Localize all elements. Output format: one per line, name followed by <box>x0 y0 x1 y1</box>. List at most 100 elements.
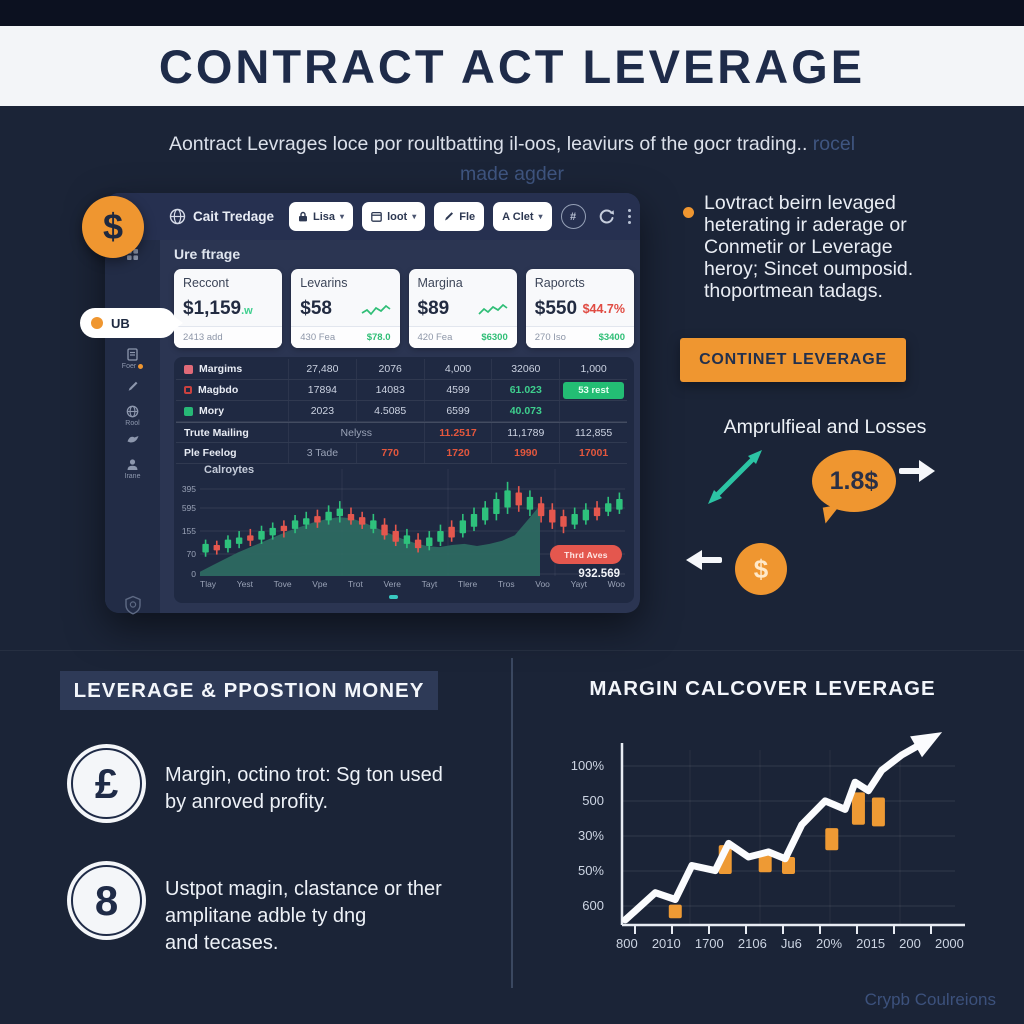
calendar-icon <box>371 211 382 222</box>
table-cell: 17001 <box>559 443 627 463</box>
axis-tick-label: 20% <box>815 936 843 951</box>
axis-tick-label: 155 <box>181 526 196 536</box>
toolbar-button-loot[interactable]: loot ▾ <box>362 202 426 231</box>
globe-icon <box>169 208 186 225</box>
sidebar-item-label: Rool <box>125 420 140 427</box>
number-coin-icon: 8 <box>67 861 146 940</box>
vertical-divider <box>511 658 513 988</box>
stat-card-title: Reccont <box>183 276 229 290</box>
sidebar-item-pen[interactable] <box>105 380 160 392</box>
notification-dot <box>138 364 144 369</box>
continet-leverage-button[interactable]: CONTINET LEVERAGE <box>680 338 906 382</box>
toolbar-button-fle[interactable]: Fle <box>434 202 485 231</box>
axis-tick-label: Trot <box>348 579 363 589</box>
top-strip <box>0 0 1024 26</box>
series-swatch-icon <box>184 406 193 416</box>
sidebar-active-tab-ub[interactable]: UB <box>80 308 183 338</box>
pound-symbol: £ <box>94 759 119 807</box>
lock-icon <box>299 211 308 222</box>
stat-card-title: Raporcts <box>534 276 585 290</box>
dollar-symbol: $ <box>753 553 769 584</box>
axis-tick-label: Vpe <box>312 579 328 589</box>
stat-card-footnote: 420 Fea <box>417 332 453 343</box>
table-cell: 4599 <box>423 380 492 400</box>
sidebar-item-irane[interactable]: Irane <box>105 458 160 480</box>
table-cell: 2076 <box>355 359 424 379</box>
user-icon <box>127 459 138 470</box>
axis-tick-label: Tlere <box>457 579 478 589</box>
axis-tick-label: 500 <box>582 793 604 808</box>
chevron-down-icon: ▾ <box>538 212 543 221</box>
stat-card-levarins: Levarins $58 430 Fea $78.0 <box>291 269 400 348</box>
app-logo: Cait Tredage <box>169 208 274 225</box>
chevron-down-icon: ▾ <box>340 212 345 221</box>
stat-cards-row: Reccont $1,159.w 2413 add Levarins $58 <box>174 269 634 348</box>
chart-pill-value: 932.569 <box>578 568 620 580</box>
sparkline-icon <box>478 303 508 315</box>
amplified-heading: Amprulfieal and Losses <box>723 416 927 438</box>
margin-growth-chart <box>620 732 965 934</box>
margin-item-text: Margin, octino trot: Sg ton used by anrov… <box>165 764 443 813</box>
dashboard-section-title: Ure ftrage <box>174 246 241 262</box>
kebab-menu-icon[interactable] <box>627 209 631 224</box>
hash-circle-icon[interactable]: # <box>560 204 586 229</box>
toolbar-button-lisa[interactable]: Lisa ▾ <box>289 202 354 231</box>
dashboard-table: Margims 27,480 2076 4,000 32060 1,000 Magbdo 17… <box>176 359 627 464</box>
axis-tick-label: 595 <box>181 503 196 513</box>
axis-tick-label: Ju6 <box>780 936 802 951</box>
stat-card-footnote: 2413 add <box>183 332 223 343</box>
chart-sell-pill[interactable]: Thrd Aves <box>550 545 622 564</box>
table-cell: 27,480 <box>288 359 356 379</box>
table-row: Magbdo 17894 14083 4599 61.023 53 rest <box>176 380 627 401</box>
stat-card-footvalue: $78.0 <box>366 332 391 343</box>
dollar-symbol: $ <box>102 206 124 247</box>
table-row: Ple Feelog 3 Tade 770 1720 1990 17001 <box>176 443 627 464</box>
intro-text: Aontract Levrages loce por roultbatting … <box>60 129 964 189</box>
sidebar-item-bird[interactable] <box>105 433 160 445</box>
refresh-icon[interactable] <box>598 208 616 226</box>
globe-icon <box>126 405 139 418</box>
intro-line: Aontract Levrages loce por roultbatting … <box>168 133 808 155</box>
stat-card-footnote: 430 Fea <box>300 332 336 343</box>
table-row-label: Ple Feelog <box>184 447 237 459</box>
table-row-label: Trute Mailing <box>184 426 249 439</box>
sparkline-icon <box>361 304 391 315</box>
sidebar-item-foer[interactable]: Foer <box>105 348 160 370</box>
axis-tick-label: 200 <box>899 936 921 951</box>
toolbar-button-label: Lisa <box>313 210 336 223</box>
sidebar-active-label: UB <box>111 315 130 331</box>
stat-card-value: $89 <box>417 298 450 319</box>
table-cell[interactable]: 53 rest <box>559 380 627 400</box>
axis-tick-label: 1700 <box>694 936 724 951</box>
watermark-text: Crypb Coulreions <box>864 990 996 1009</box>
dollar-coin-badge: $ <box>82 196 144 258</box>
sidebar-item-shield[interactable] <box>105 595 160 615</box>
mini-chart-xlabels: Tlay Yest Tove Vpe Trot Vere Tayt Tlere Tros Voo Y… <box>200 579 625 589</box>
axis-tick-label: 70 <box>186 549 196 559</box>
teal-marker <box>389 595 398 599</box>
table-cell-button[interactable]: 53 rest <box>562 381 625 399</box>
leverage-position-header: LEVERAGE & PPOSTION MONEY <box>60 671 438 710</box>
axis-tick-label: 100% <box>570 758 604 773</box>
trading-dashboard: $ Cait Tredage Lisa ▾ <box>80 193 640 615</box>
stat-card-value: $1,159 <box>183 298 242 319</box>
table-cell: 1720 <box>423 443 492 463</box>
candlestick-chart <box>200 469 625 576</box>
table-cell: 112,855 <box>559 423 627 442</box>
table-cell: 40.073 <box>491 401 559 421</box>
axis-tick-label: Vere <box>383 579 401 589</box>
stat-card-footnote: 270 Iso <box>534 332 566 343</box>
table-row: Trute Mailing Nelyss 11.2517 11,1789 112,855 <box>176 422 627 443</box>
axis-tick-label: 30% <box>577 828 604 843</box>
stat-card-value: $550 <box>534 298 578 319</box>
margin-chart-title: MARGIN CALCOVER LEVERAGE <box>589 677 936 700</box>
toolbar-button-aclet[interactable]: A Clet ▾ <box>493 202 552 231</box>
table-cell: 770 <box>355 443 424 463</box>
stat-card-margina: Margina $89 420 Fea $6300 <box>408 269 517 348</box>
price-bubble: 1.8$ <box>812 450 896 512</box>
table-cell: Nelyss <box>288 423 424 442</box>
axis-tick-label: 800 <box>616 936 638 951</box>
dashboard-lower-panel: Margims 27,480 2076 4,000 32060 1,000 Magbdo 17… <box>174 357 634 603</box>
stat-card-raporcts: Raporcts $550 $44.7% 270 Iso $3400 <box>525 269 634 348</box>
sidebar-item-rool[interactable]: Rool <box>105 405 160 427</box>
